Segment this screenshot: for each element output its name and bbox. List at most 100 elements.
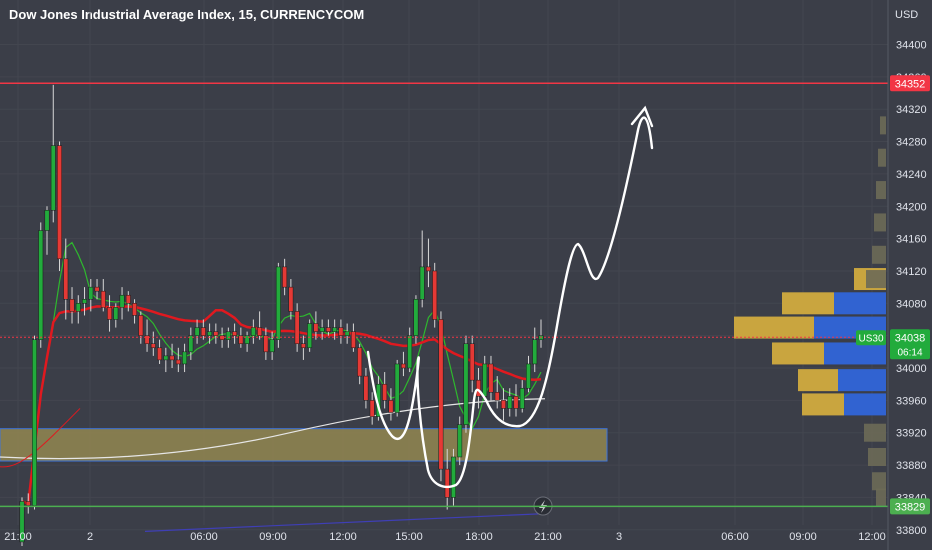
candle-body	[363, 375, 369, 401]
y-tick-label: 34080	[896, 298, 927, 310]
instrument-label-bg	[856, 330, 886, 346]
demand-zone	[0, 428, 608, 462]
x-tick-label: 15:00	[395, 531, 423, 543]
x-tick-label: 21:00	[534, 531, 562, 543]
x-tick-label: 2	[87, 531, 93, 543]
candle-body	[263, 335, 269, 353]
candle-body	[250, 327, 256, 336]
countdown-label: 06:14	[897, 347, 922, 358]
volume-profile-bar-faint	[872, 472, 886, 491]
volume-profile-bar-faint	[878, 148, 886, 167]
candle-body	[300, 343, 306, 349]
candle-body	[488, 363, 494, 393]
chart-title: Dow Jones Industrial Average Index, 15, …	[9, 7, 365, 22]
support-price-tag-bg	[890, 498, 930, 515]
projection-arrow-icon	[630, 105, 654, 128]
candle-body	[507, 396, 513, 409]
candle-body	[282, 266, 288, 288]
x-tick-label: 06:00	[190, 531, 218, 543]
candle-body	[494, 392, 500, 401]
candle-body	[350, 331, 356, 349]
candle-body	[369, 400, 375, 417]
candle-body	[44, 210, 50, 231]
horizontal-lines-layer	[0, 82, 888, 508]
candle-body	[426, 266, 431, 272]
candle-body	[119, 294, 125, 308]
candle-body	[94, 286, 100, 292]
candle-body	[175, 359, 181, 365]
demand-zone-layer	[0, 428, 608, 462]
candle-body	[144, 335, 150, 345]
candle-body	[288, 286, 294, 312]
volume-profile-bar-faint	[874, 213, 886, 232]
y-tick-label: 33880	[896, 460, 927, 472]
volume-profile-bar-gold	[782, 292, 834, 315]
candle-body	[50, 145, 56, 211]
candle-body	[163, 355, 169, 361]
candle-body	[213, 331, 219, 336]
candle-body	[451, 456, 456, 498]
candle-body	[332, 327, 338, 332]
candle-body	[400, 363, 406, 369]
y-tick-label: 34280	[896, 137, 927, 149]
x-tick-label: 18:00	[465, 531, 493, 543]
candle-body	[444, 468, 450, 498]
y-tick-label: 33960	[896, 395, 927, 407]
candle-body	[225, 331, 231, 340]
axis-layer: USD3440034360343203428034240342003416034…	[4, 0, 930, 550]
candle-body	[269, 339, 275, 353]
candle-body	[294, 311, 300, 345]
volume-profile-bar-blue	[844, 393, 886, 416]
x-tick-label: 21:00	[4, 531, 32, 543]
volume-profile-bar-gold	[734, 316, 814, 339]
candle-body	[150, 343, 156, 349]
candle-body	[413, 299, 419, 336]
candle-body	[25, 501, 31, 506]
volume-profile-bar-gold	[798, 369, 838, 392]
y-tick-label: 34200	[896, 201, 927, 213]
hand-drawn-projection	[366, 116, 654, 489]
candle-body	[244, 335, 250, 345]
volume-profile-bar-faint	[868, 447, 886, 466]
resistance-price-tag-bg	[890, 75, 930, 92]
y-tick-label: 33800	[896, 525, 927, 537]
y-tick-label: 34320	[896, 104, 927, 116]
volume-profile-bar-faint	[880, 116, 886, 135]
candle-body	[38, 230, 44, 340]
currency-label: USD	[895, 9, 918, 21]
candle-body	[169, 355, 175, 361]
candle-body	[313, 323, 319, 332]
candle-body	[519, 387, 525, 409]
volume-profile-bar-faint	[876, 181, 886, 200]
volume-profile-bar-blue	[838, 369, 886, 392]
ma-fast-line	[21, 241, 542, 505]
volume-profile-bar-blue	[824, 342, 886, 365]
candle-body	[482, 363, 488, 397]
candle-body	[338, 327, 344, 336]
y-tick-label: 34160	[896, 234, 927, 246]
current-price-tag-bg	[890, 329, 930, 360]
candle-body	[438, 319, 444, 470]
volume-profile-bar-faint	[876, 488, 886, 507]
candle-body	[125, 294, 131, 304]
candle-body	[194, 327, 200, 336]
candle-body	[344, 331, 350, 336]
candle-body	[107, 307, 112, 320]
x-tick-label: 09:00	[259, 531, 287, 543]
volume-profile-layer	[734, 116, 886, 507]
candle-body	[388, 400, 394, 413]
candle-body	[100, 290, 106, 308]
candles-layer	[19, 84, 544, 546]
candle-body	[357, 347, 363, 377]
candle-body	[88, 286, 94, 300]
candle-body	[82, 299, 87, 304]
candle-body	[232, 331, 238, 336]
candle-body	[19, 501, 25, 543]
candle-body	[532, 339, 538, 365]
candle-body	[113, 307, 119, 320]
candle-body	[32, 339, 37, 506]
candle-body	[513, 396, 519, 409]
volume-profile-bar-faint	[872, 245, 886, 264]
